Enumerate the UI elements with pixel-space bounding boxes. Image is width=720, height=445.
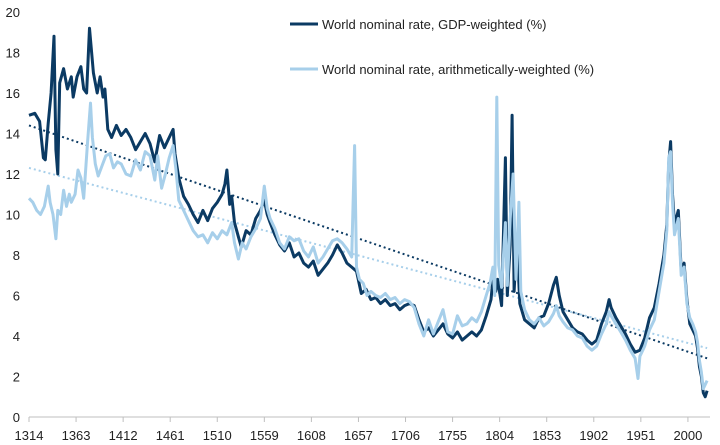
y-tick-label: 18	[6, 46, 20, 61]
x-tick-label: 1363	[62, 428, 91, 443]
x-tick-label: 1755	[438, 428, 467, 443]
x-tick-label: 1706	[391, 428, 420, 443]
trend-arithmetically-weighted-line	[28, 166, 708, 350]
x-tick-label: 1510	[203, 428, 232, 443]
series-gdp-weighted-line	[28, 26, 709, 399]
legend-label-gdp-weighted: World nominal rate, GDP-weighted (%)	[322, 17, 546, 32]
series-arithmetically-weighted-line	[27, 95, 709, 391]
x-tick-label: 1804	[485, 428, 514, 443]
x-tick-label: 1657	[344, 428, 373, 443]
x-tick-label: 1951	[626, 428, 655, 443]
y-tick-label: 0	[13, 410, 20, 425]
x-tick-label: 1559	[250, 428, 279, 443]
y-tick-label: 10	[6, 208, 20, 223]
y-tick-label: 8	[13, 248, 20, 263]
legend-label-arithmetically-weighted: World nominal rate, arithmetically-weigh…	[322, 62, 594, 77]
legend: World nominal rate, GDP-weighted (%) Wor…	[290, 17, 594, 77]
y-tick-label: 12	[6, 167, 20, 182]
x-tick-label: 1461	[156, 428, 185, 443]
x-axis-ticks	[28, 417, 689, 422]
x-tick-label: 1902	[579, 428, 608, 443]
x-tick-label: 2000	[673, 428, 702, 443]
y-tick-label: 2	[13, 370, 20, 385]
series-layer	[27, 26, 709, 399]
y-tick-label: 14	[6, 127, 20, 142]
x-tick-label: 1412	[109, 428, 138, 443]
x-tick-label: 1314	[15, 428, 44, 443]
y-tick-label: 6	[13, 289, 20, 304]
y-tick-label: 4	[13, 329, 20, 344]
y-tick-label: 16	[6, 86, 20, 101]
y-tick-label: 20	[6, 5, 20, 20]
y-axis-tick-labels: 0 2 4 6 8 10 12 14 16 18 20	[6, 5, 20, 425]
x-tick-label: 1853	[532, 428, 561, 443]
x-tick-label: 1608	[297, 428, 326, 443]
x-axis-tick-labels: 1314 1363 1412 1461 1510 1559 1608 1657 1706 1755…	[15, 428, 703, 443]
